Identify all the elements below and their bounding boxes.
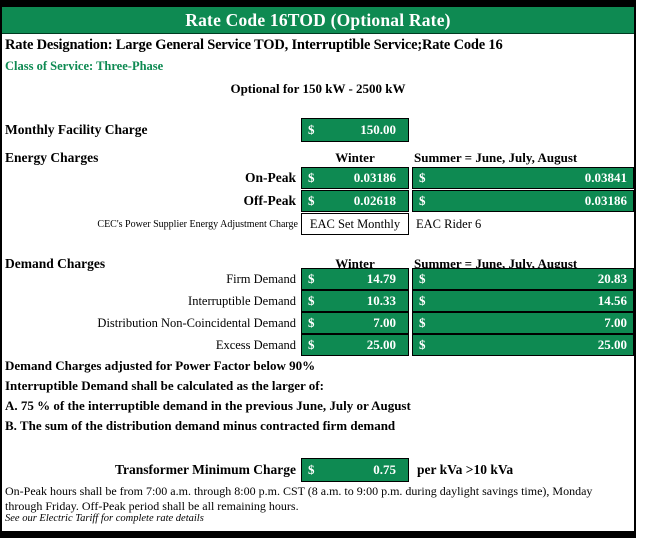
currency-symbol: $ <box>308 462 315 477</box>
interruptible-demand-summer-cell: $ 14.56 <box>412 290 634 312</box>
note-power-factor: Demand Charges adjusted for Power Factor… <box>5 358 316 373</box>
demand-row-firm: Firm Demand $ 14.79 $ 20.83 <box>2 268 634 290</box>
interruptible-demand-winter-cell: $ 10.33 <box>301 290 409 312</box>
currency-symbol: $ <box>308 170 315 185</box>
interruptible-demand-winter-value: 10.33 <box>366 293 396 308</box>
class-of-service: Class of Service: Three-Phase <box>5 59 164 73</box>
off-peak-summer-value: 0.03186 <box>584 193 627 208</box>
transformer-minimum-charge-label: Transformer Minimum Charge <box>115 462 296 477</box>
demand-winter-column-header: Winter <box>335 256 375 271</box>
monthly-facility-charge-label: Monthly Facility Charge <box>5 122 148 137</box>
firm-demand-winter-value: 14.79 <box>366 271 396 286</box>
distribution-demand-winter-cell: $ 7.00 <box>301 312 409 334</box>
monthly-facility-charge-value: 150.00 <box>360 122 396 137</box>
on-peak-winter-cell: $ 0.03186 <box>301 167 409 189</box>
page-title: Rate Code 16TOD (Optional Rate) <box>2 7 634 34</box>
firm-demand-label: Firm Demand <box>226 271 296 286</box>
on-peak-summer-value: 0.03841 <box>584 170 627 185</box>
transformer-minimum-charge-value: 0.75 <box>373 462 396 477</box>
energy-row-on-peak: On-Peak $ 0.03186 $ 0.03841 <box>2 167 634 189</box>
transformer-charge-unit: per kVa >10 kVa <box>417 462 514 477</box>
firm-demand-summer-cell: $ 20.83 <box>412 268 634 290</box>
on-peak-winter-value: 0.03186 <box>353 170 396 185</box>
rate-designation: Rate Designation: Large General Service … <box>5 37 503 53</box>
energy-row-off-peak: Off-Peak $ 0.02618 $ 0.03186 <box>2 190 634 212</box>
currency-symbol: $ <box>419 315 426 330</box>
currency-symbol: $ <box>308 193 315 208</box>
monthly-facility-charge-cell: $ 150.00 <box>301 118 409 142</box>
eac-summer-text: EAC Rider 6 <box>416 216 482 231</box>
excess-demand-label: Excess Demand <box>215 337 296 352</box>
currency-symbol: $ <box>419 170 426 185</box>
demand-row-distribution: Distribution Non-Coincidental Demand $ 7… <box>2 312 634 334</box>
demand-row-interruptible: Interruptible Demand $ 10.33 $ 14.56 <box>2 290 634 312</box>
transformer-minimum-charge-row: Transformer Minimum Charge $ 0.75 per kV… <box>2 458 634 482</box>
currency-symbol: $ <box>419 271 426 286</box>
demand-charges-section-label: Demand Charges <box>5 256 106 271</box>
eac-row: CEC's Power Supplier Energy Adjustment C… <box>2 213 634 235</box>
distribution-demand-summer-value: 7.00 <box>604 315 627 330</box>
tariff-reference-note: See our Electric Tariff for complete rat… <box>5 513 204 524</box>
off-peak-winter-value: 0.02618 <box>353 193 396 208</box>
off-peak-label: Off-Peak <box>243 193 296 208</box>
energy-winter-column-header: Winter <box>335 150 375 165</box>
distribution-demand-summer-cell: $ 7.00 <box>412 312 634 334</box>
note-option-b: B. The sum of the distribution demand mi… <box>5 418 396 433</box>
off-peak-summer-cell: $ 0.03186 <box>412 190 634 212</box>
firm-demand-winter-cell: $ 14.79 <box>301 268 409 290</box>
interruptible-demand-label: Interruptible Demand <box>188 293 296 308</box>
energy-charges-header-row: Energy Charges Winter Summer = June, Jul… <box>2 147 634 169</box>
eac-winter-cell: EAC Set Monthly <box>301 213 409 235</box>
currency-symbol: $ <box>308 315 315 330</box>
optional-range: Optional for 150 kW - 2500 kW <box>230 81 406 96</box>
currency-symbol: $ <box>308 293 315 308</box>
interruptible-demand-summer-value: 14.56 <box>597 293 627 308</box>
on-peak-summer-cell: $ 0.03841 <box>412 167 634 189</box>
distribution-demand-label: Distribution Non-Coincidental Demand <box>97 315 296 330</box>
currency-symbol: $ <box>308 271 315 286</box>
firm-demand-summer-value: 20.83 <box>597 271 627 286</box>
demand-row-excess: Excess Demand $ 25.00 $ 25.00 <box>2 334 634 356</box>
excess-demand-winter-value: 25.00 <box>366 337 396 352</box>
currency-symbol: $ <box>308 337 315 352</box>
energy-charges-section-label: Energy Charges <box>5 150 99 165</box>
distribution-demand-winter-value: 7.00 <box>373 315 396 330</box>
energy-summer-column-header: Summer = June, July, August <box>414 150 578 165</box>
excess-demand-summer-cell: $ 25.00 <box>412 334 634 356</box>
rate-sheet: Rate Code 16TOD (Optional Rate) Rate Des… <box>0 0 636 538</box>
on-peak-hours-note: On-Peak hours shall be from 7:00 a.m. th… <box>5 484 593 513</box>
note-interruptible-calc: Interruptible Demand shall be calculated… <box>5 378 324 393</box>
currency-symbol: $ <box>419 337 426 352</box>
monthly-facility-charge-row: Monthly Facility Charge $ 150.00 <box>2 118 634 142</box>
currency-symbol: $ <box>419 193 426 208</box>
demand-charges-header-row: Demand Charges Winter Summer = June, Jul… <box>2 253 634 275</box>
on-peak-label: On-Peak <box>244 170 296 185</box>
excess-demand-winter-cell: $ 25.00 <box>301 334 409 356</box>
currency-symbol: $ <box>308 122 315 137</box>
currency-symbol: $ <box>419 293 426 308</box>
off-peak-winter-cell: $ 0.02618 <box>301 190 409 212</box>
eac-label: CEC's Power Supplier Energy Adjustment C… <box>97 218 298 230</box>
demand-summer-column-header: Summer = June, July, August <box>414 256 578 271</box>
excess-demand-summer-value: 25.00 <box>597 337 627 352</box>
transformer-minimum-charge-cell: $ 0.75 <box>301 458 409 482</box>
note-option-a: A. 75 % of the interruptible demand in t… <box>5 398 411 413</box>
